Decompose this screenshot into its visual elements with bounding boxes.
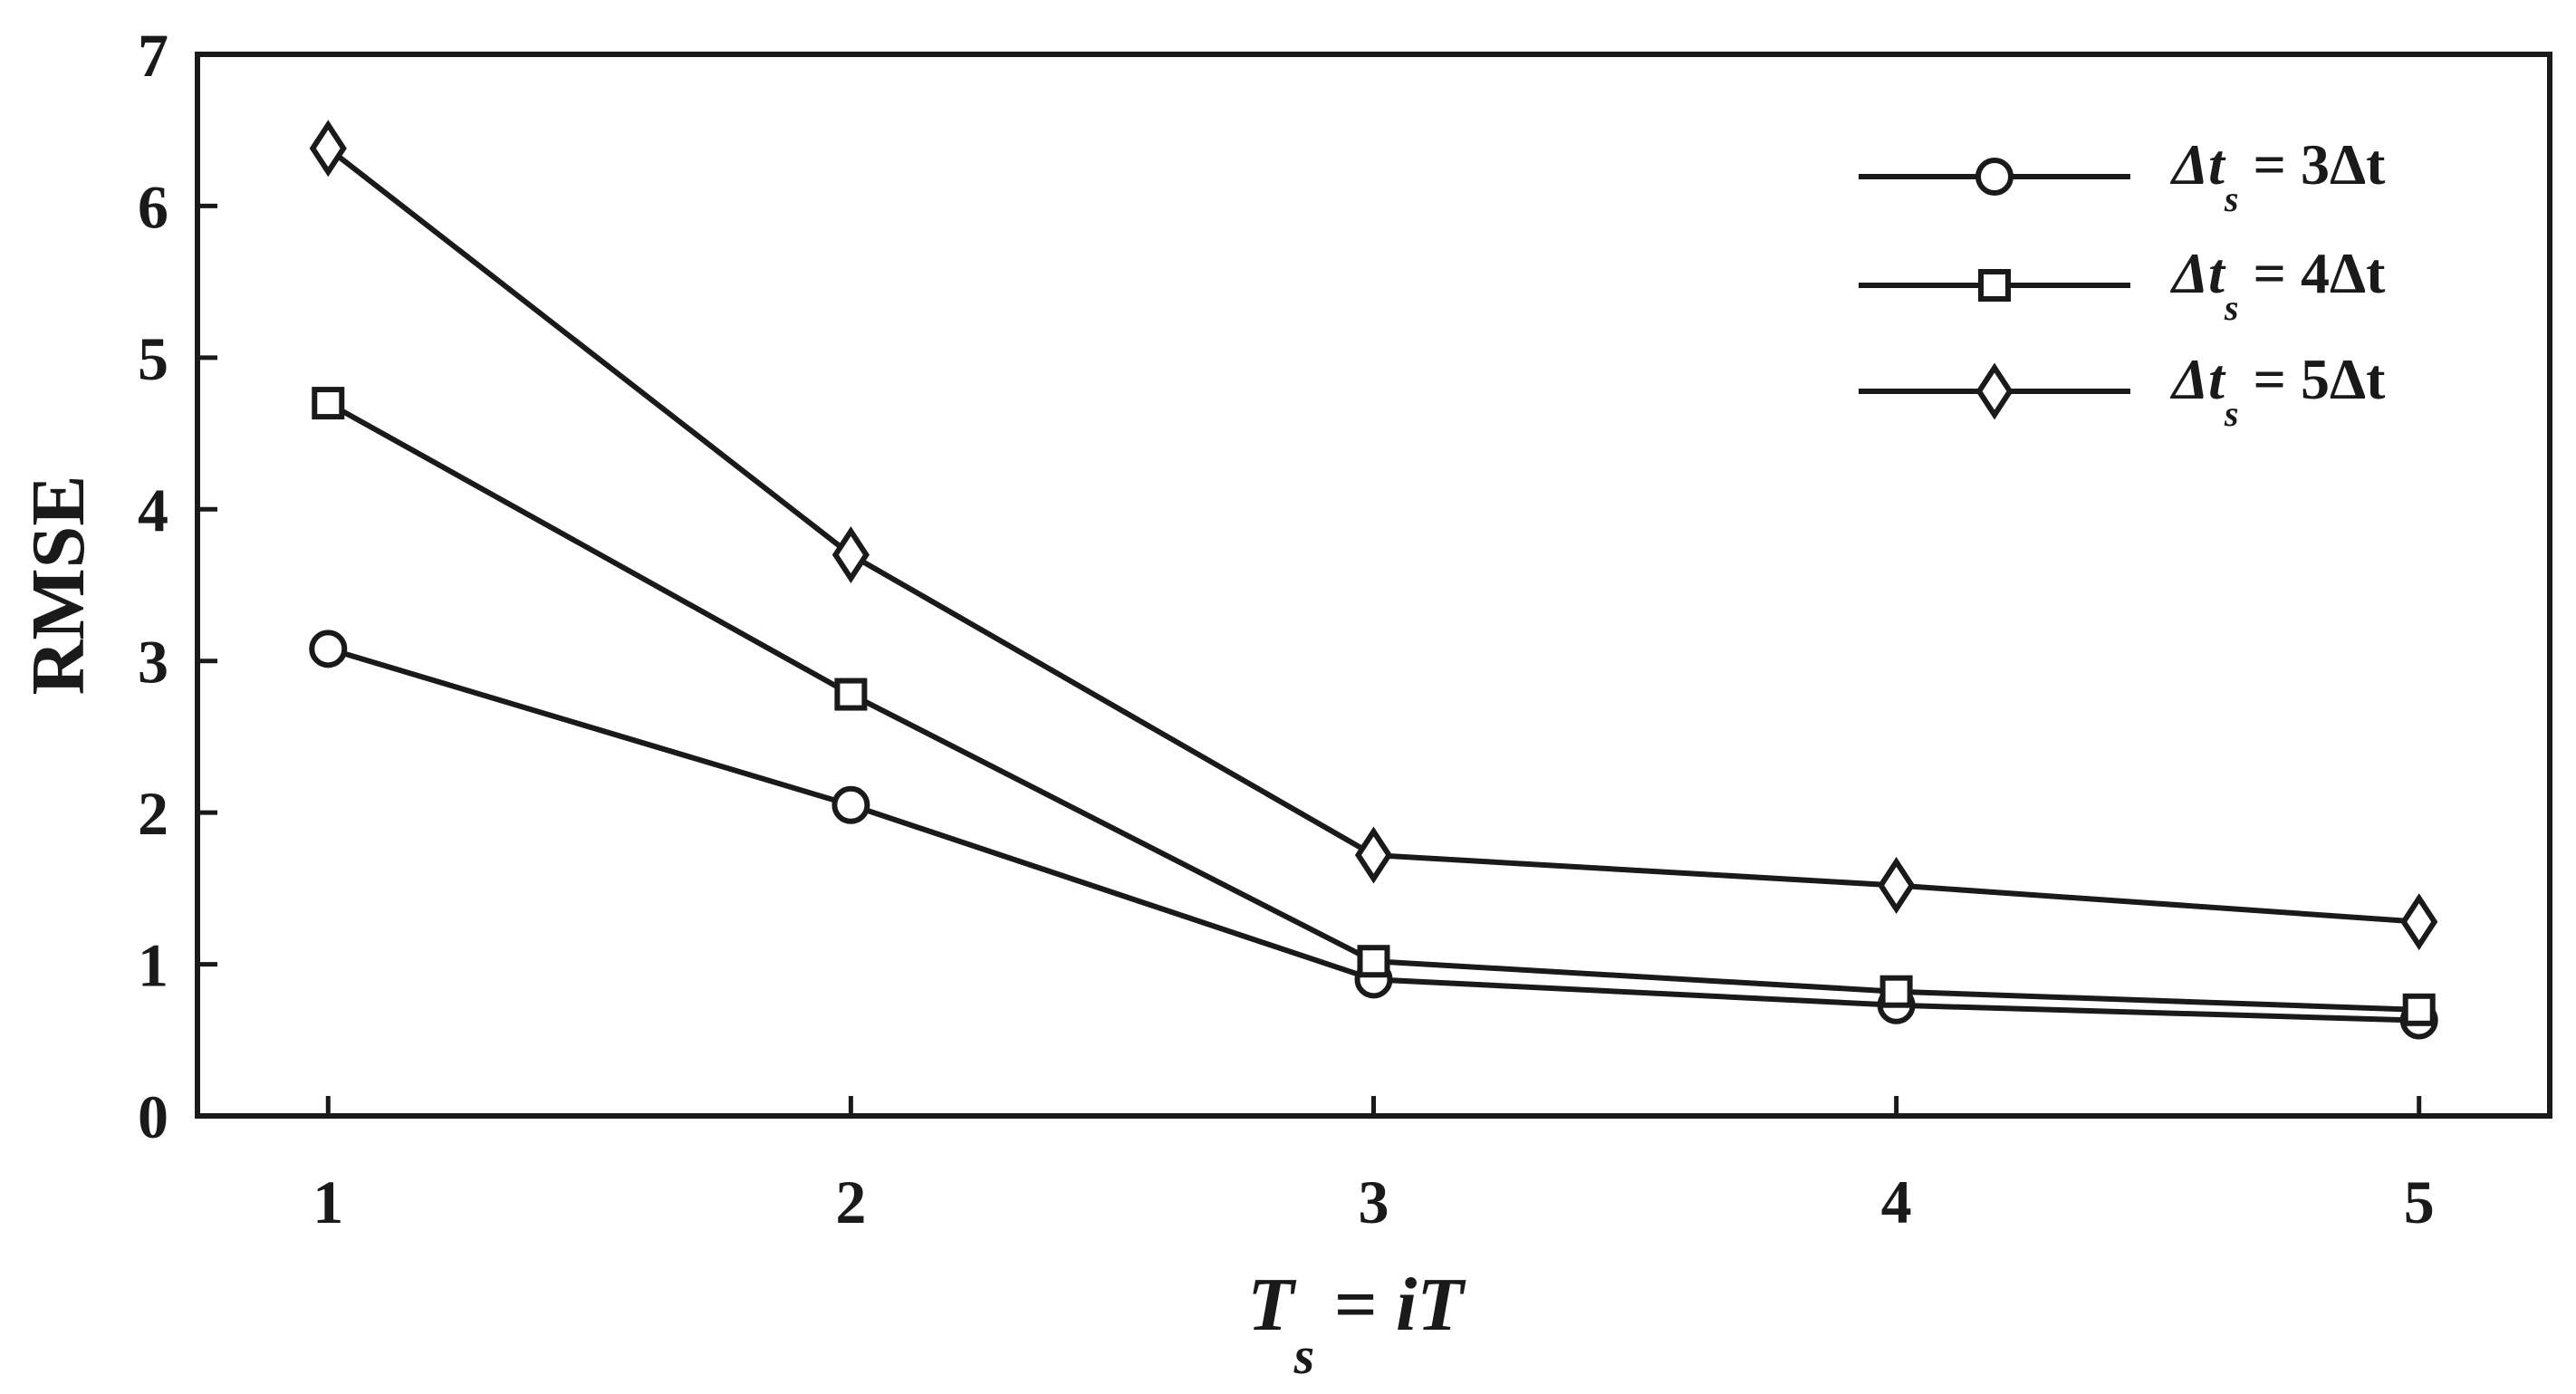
y-tick-label: 2 xyxy=(138,779,168,848)
data-point-circle xyxy=(309,630,348,668)
legend-label: Δts = 4Δt xyxy=(2169,241,2386,328)
data-point-circle xyxy=(831,785,870,824)
y-tick-label: 4 xyxy=(138,476,168,544)
legend-label: Δts = 5Δt xyxy=(2169,347,2386,434)
y-tick-label: 5 xyxy=(138,324,168,393)
y-tick-label: 1 xyxy=(138,931,168,1000)
legend-label: Δts = 3Δt xyxy=(2169,132,2386,219)
x-tick-label: 2 xyxy=(835,1168,866,1236)
data-point-square xyxy=(312,387,345,420)
series-line-3 xyxy=(326,146,2419,925)
x-tick-label: 3 xyxy=(1359,1168,1389,1236)
legend-marker-square xyxy=(1978,269,2011,302)
data-point-square xyxy=(1879,975,1913,1008)
x-axis-title: Ts = iT xyxy=(1247,1263,1466,1385)
x-tick-label: 5 xyxy=(2404,1168,2435,1236)
data-point-square xyxy=(834,678,868,711)
y-axis-title: RMSE xyxy=(16,476,101,696)
y-tick-label: 7 xyxy=(138,21,168,90)
data-point-diamond xyxy=(831,526,870,583)
data-point-diamond xyxy=(1354,826,1393,884)
legend-marker-circle xyxy=(1975,158,2014,196)
x-tick-label: 1 xyxy=(312,1168,343,1236)
data-point-diamond xyxy=(2400,893,2438,951)
legend-marker-diamond xyxy=(1975,362,2014,420)
x-tick-label: 4 xyxy=(1881,1168,1912,1236)
y-tick-label: 6 xyxy=(138,172,168,241)
y-tick-label: 0 xyxy=(138,1082,168,1151)
data-point-square xyxy=(1357,945,1390,978)
data-point-diamond xyxy=(1878,857,1916,914)
series-line-2 xyxy=(326,400,2419,1013)
data-point-diamond xyxy=(309,120,347,178)
data-point-square xyxy=(2402,993,2436,1026)
y-tick-label: 3 xyxy=(138,628,168,697)
